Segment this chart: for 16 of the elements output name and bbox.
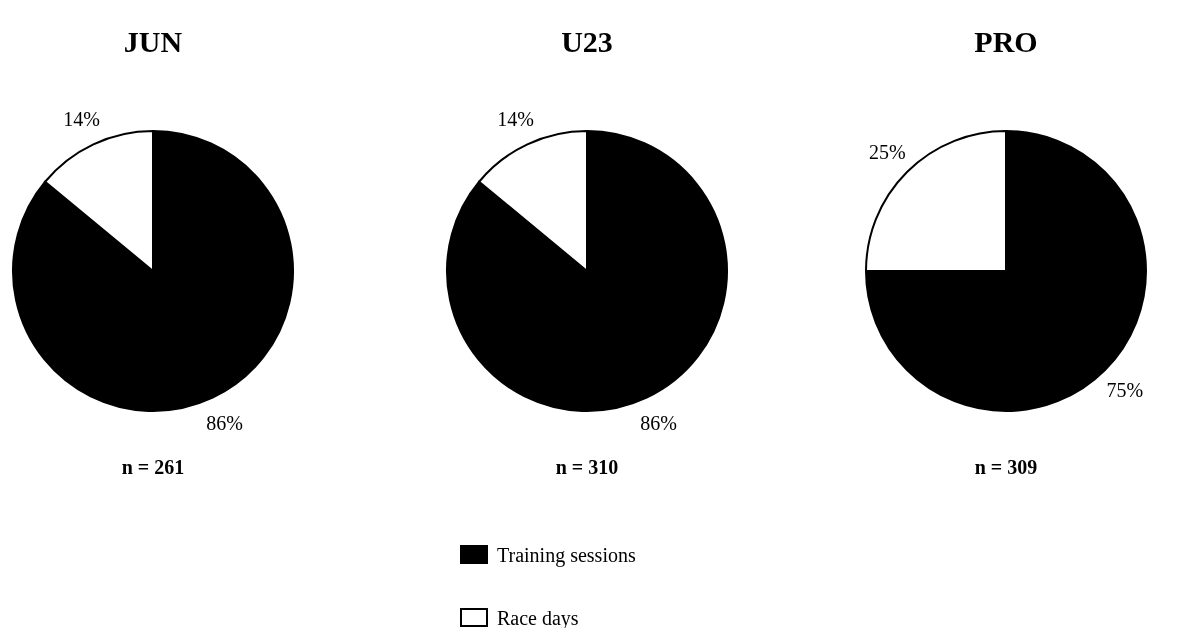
text: n = 310 (555, 456, 619, 478)
data-label: 86% (206, 412, 243, 435)
text: n = 309 (974, 456, 1038, 478)
pie-slice (865, 130, 1147, 412)
chart-title: U23 (561, 25, 613, 58)
pie-slice (12, 130, 294, 412)
data-label: 86% (640, 412, 677, 435)
chart-title: JUN (123, 25, 183, 58)
pie-slice (446, 130, 728, 412)
data-label: 25% (868, 141, 906, 164)
legend-label: Training sessions (497, 544, 636, 567)
chart-title: PRO (974, 25, 1038, 58)
data-label: 75% (1106, 378, 1144, 401)
data-label: 14% (497, 107, 534, 130)
data-label: 14% (63, 107, 100, 130)
text: n = 261 (121, 456, 185, 478)
